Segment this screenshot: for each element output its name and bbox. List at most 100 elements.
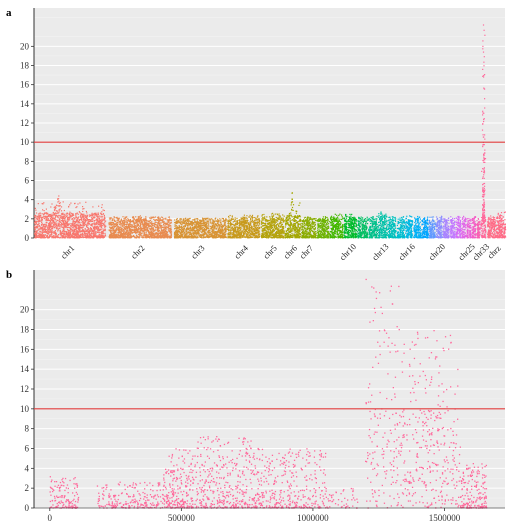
snp-point bbox=[128, 219, 130, 221]
snp-point bbox=[116, 229, 118, 231]
snp-point bbox=[163, 237, 165, 239]
snp-point bbox=[236, 226, 238, 228]
snp-point bbox=[272, 215, 274, 217]
snp-point bbox=[186, 237, 188, 239]
snp-point bbox=[100, 213, 102, 216]
snp-point bbox=[129, 228, 131, 230]
snp-point bbox=[78, 220, 80, 222]
snp-point bbox=[64, 237, 66, 239]
snp-point bbox=[267, 235, 269, 237]
snp-point bbox=[249, 214, 251, 216]
snp-point bbox=[91, 225, 93, 227]
snp-point bbox=[185, 230, 187, 232]
snp-point bbox=[151, 226, 153, 228]
snp-point bbox=[132, 217, 134, 219]
snp-point bbox=[129, 223, 131, 225]
snp-point bbox=[252, 228, 254, 230]
snp-point bbox=[201, 229, 203, 231]
snp-point bbox=[183, 225, 185, 227]
snp-point bbox=[243, 226, 245, 228]
snp-point bbox=[174, 228, 176, 230]
snp-point bbox=[179, 229, 182, 231]
snp-point bbox=[142, 235, 144, 237]
snp-point bbox=[158, 221, 160, 223]
snp-point bbox=[203, 218, 205, 220]
snp-point bbox=[157, 237, 159, 239]
snp-point bbox=[197, 236, 199, 238]
snp-point bbox=[142, 222, 144, 224]
snp-point bbox=[233, 235, 235, 237]
snp-point bbox=[37, 213, 40, 215]
snp-point bbox=[75, 237, 77, 239]
snp-point bbox=[168, 229, 170, 231]
snp-point bbox=[124, 227, 126, 229]
snp-point bbox=[267, 220, 269, 222]
snp-point bbox=[76, 212, 78, 214]
snp-point bbox=[139, 228, 141, 230]
snp-point bbox=[151, 221, 153, 223]
snp-point bbox=[52, 222, 54, 224]
snp-point bbox=[164, 235, 166, 237]
snp-point bbox=[109, 237, 111, 239]
snp-point bbox=[43, 210, 45, 212]
snp-point bbox=[71, 218, 73, 220]
snp-point bbox=[143, 233, 145, 235]
snp-point bbox=[114, 236, 116, 238]
snp-point bbox=[83, 230, 85, 232]
snp-point bbox=[150, 235, 152, 237]
snp-point bbox=[221, 227, 223, 229]
snp-point bbox=[213, 232, 216, 234]
snp-point bbox=[257, 231, 259, 233]
snp-point bbox=[155, 233, 157, 235]
snp-point bbox=[251, 229, 254, 231]
snp-point bbox=[65, 235, 67, 238]
snp-point bbox=[43, 217, 45, 220]
snp-point bbox=[48, 232, 50, 234]
snp-point bbox=[236, 220, 238, 222]
snp-point bbox=[192, 219, 194, 221]
snp-point bbox=[134, 237, 136, 239]
snp-point bbox=[65, 215, 67, 217]
snp-point bbox=[111, 223, 114, 225]
snp-point bbox=[214, 223, 216, 225]
snp-point bbox=[203, 235, 205, 238]
snp-point bbox=[58, 205, 60, 207]
snp-point bbox=[220, 219, 222, 221]
snp-point bbox=[242, 221, 244, 223]
snp-point bbox=[125, 217, 127, 219]
snp-point bbox=[203, 228, 205, 230]
snp-point bbox=[201, 234, 203, 236]
snp-point bbox=[190, 224, 192, 226]
snp-point bbox=[200, 226, 202, 228]
snp-point bbox=[67, 235, 69, 237]
snp-point bbox=[120, 218, 122, 220]
snp-point bbox=[230, 231, 232, 233]
snp-point bbox=[51, 203, 53, 205]
snp-point bbox=[246, 233, 248, 236]
snp-point bbox=[67, 224, 69, 227]
snp-point bbox=[141, 223, 143, 225]
snp-point bbox=[120, 224, 122, 226]
snp-point bbox=[271, 216, 273, 218]
snp-point bbox=[174, 219, 176, 221]
snp-point bbox=[216, 232, 218, 235]
snp-point bbox=[89, 228, 92, 230]
snp-point bbox=[134, 229, 136, 231]
snp-point bbox=[108, 236, 110, 238]
snp-point bbox=[72, 237, 75, 239]
snp-point bbox=[131, 235, 133, 238]
snp-point bbox=[229, 237, 232, 239]
snp-point bbox=[235, 230, 237, 232]
snp-point bbox=[92, 226, 95, 229]
snp-point bbox=[190, 232, 192, 234]
snp-point bbox=[42, 213, 45, 215]
snp-point bbox=[232, 235, 234, 237]
snp-point bbox=[199, 221, 201, 223]
snp-point bbox=[181, 235, 183, 237]
snp-point bbox=[79, 202, 81, 204]
snp-point bbox=[182, 220, 184, 222]
snp-point bbox=[228, 215, 230, 218]
snp-point bbox=[234, 217, 236, 219]
snp-point bbox=[240, 218, 243, 220]
snp-point bbox=[58, 237, 61, 239]
